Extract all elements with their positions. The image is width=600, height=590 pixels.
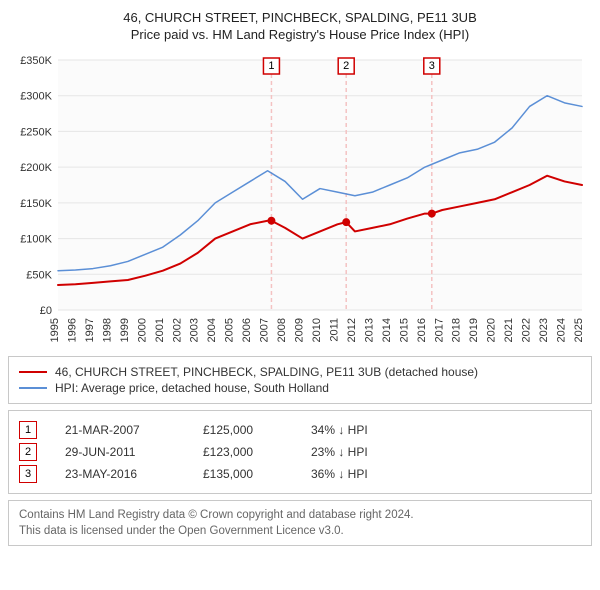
x-tick-label: 2025 <box>573 318 585 342</box>
x-tick-label: 2017 <box>433 318 445 342</box>
event-number-box: 1 <box>19 421 37 439</box>
event-number-box: 3 <box>19 465 37 483</box>
event-diff: 36% ↓ HPI <box>311 467 368 481</box>
x-tick-label: 2016 <box>416 318 428 342</box>
attribution-line2: This data is licensed under the Open Gov… <box>19 523 581 539</box>
event-date: 29-JUN-2011 <box>65 445 175 459</box>
x-tick-label: 2014 <box>381 318 393 342</box>
y-tick-label: £250K <box>20 126 52 138</box>
y-tick-label: £50K <box>26 269 52 281</box>
legend-swatch <box>19 371 47 373</box>
chart-container: 46, CHURCH STREET, PINCHBECK, SPALDING, … <box>0 0 600 554</box>
x-tick-label: 1998 <box>101 318 113 342</box>
line-chart-svg: £0 £50K £100K £150K £200K £250K £300K £350K 1995… <box>8 50 592 350</box>
x-tick-label: 2024 <box>556 318 568 342</box>
event-diff: 23% ↓ HPI <box>311 445 368 459</box>
event-row: 2 29-JUN-2011 £123,000 23% ↓ HPI <box>19 443 581 461</box>
x-tick-label: 1996 <box>66 318 78 342</box>
marker-number: 3 <box>429 60 435 72</box>
legend: 46, CHURCH STREET, PINCHBECK, SPALDING, … <box>8 356 592 404</box>
legend-swatch <box>19 387 47 389</box>
x-tick-label: 2004 <box>206 318 218 342</box>
y-tick-label: £0 <box>40 305 52 317</box>
y-tick-label: £300K <box>20 91 52 103</box>
plot-bg <box>58 60 582 310</box>
y-tick-label: £200K <box>20 162 52 174</box>
x-tick-label: 2009 <box>294 318 306 342</box>
legend-row: 46, CHURCH STREET, PINCHBECK, SPALDING, … <box>19 365 581 379</box>
x-tick-label: 2007 <box>259 318 271 342</box>
x-tick-label: 2003 <box>189 318 201 342</box>
x-tick-label: 2002 <box>171 318 183 342</box>
x-tick-label: 2013 <box>363 318 375 342</box>
y-tick-label: £350K <box>20 55 52 67</box>
x-tick-label: 2020 <box>486 318 498 342</box>
x-tick-label: 2005 <box>224 318 236 342</box>
legend-label: HPI: Average price, detached house, Sout… <box>55 381 329 395</box>
chart-title: 46, CHURCH STREET, PINCHBECK, SPALDING, … <box>8 10 592 25</box>
event-price: £123,000 <box>203 445 283 459</box>
x-tick-label: 2021 <box>503 318 515 342</box>
x-tick-label: 2022 <box>521 318 533 342</box>
x-tick-label: 1995 <box>49 318 61 342</box>
x-tick-label: 2010 <box>311 318 323 342</box>
legend-label: 46, CHURCH STREET, PINCHBECK, SPALDING, … <box>55 365 478 379</box>
marker-dot <box>267 217 275 225</box>
x-tick-label: 2015 <box>398 318 410 342</box>
event-date: 23-MAY-2016 <box>65 467 175 481</box>
event-diff: 34% ↓ HPI <box>311 423 368 437</box>
attribution: Contains HM Land Registry data © Crown c… <box>8 500 592 546</box>
marker-dot <box>428 210 436 218</box>
event-price: £135,000 <box>203 467 283 481</box>
x-tick-label: 2019 <box>468 318 480 342</box>
events-table: 1 21-MAR-2007 £125,000 34% ↓ HPI 2 29-JUN-201… <box>8 410 592 494</box>
event-price: £125,000 <box>203 423 283 437</box>
chart-plot: £0 £50K £100K £150K £200K £250K £300K £350K 1995… <box>8 50 592 350</box>
y-tick-label: £150K <box>20 198 52 210</box>
event-number-box: 2 <box>19 443 37 461</box>
x-tick-label: 2023 <box>538 318 550 342</box>
x-tick-label: 2006 <box>241 318 253 342</box>
marker-number: 2 <box>343 60 349 72</box>
event-date: 21-MAR-2007 <box>65 423 175 437</box>
legend-row: HPI: Average price, detached house, Sout… <box>19 381 581 395</box>
x-tick-label: 1999 <box>119 318 131 342</box>
event-row: 3 23-MAY-2016 £135,000 36% ↓ HPI <box>19 465 581 483</box>
chart-subtitle: Price paid vs. HM Land Registry's House … <box>8 27 592 42</box>
x-tick-label: 2011 <box>328 318 340 342</box>
attribution-line1: Contains HM Land Registry data © Crown c… <box>19 507 581 523</box>
x-tick-label: 2008 <box>276 318 288 342</box>
y-tick-label: £100K <box>20 234 52 246</box>
x-tick-label: 2012 <box>346 318 358 342</box>
x-tick-label: 1997 <box>84 318 96 342</box>
x-tick-label: 2000 <box>136 318 148 342</box>
x-tick-label: 2018 <box>451 318 463 342</box>
event-row: 1 21-MAR-2007 £125,000 34% ↓ HPI <box>19 421 581 439</box>
marker-dot <box>342 218 350 226</box>
marker-number: 1 <box>268 60 274 72</box>
x-tick-label: 2001 <box>154 318 166 342</box>
